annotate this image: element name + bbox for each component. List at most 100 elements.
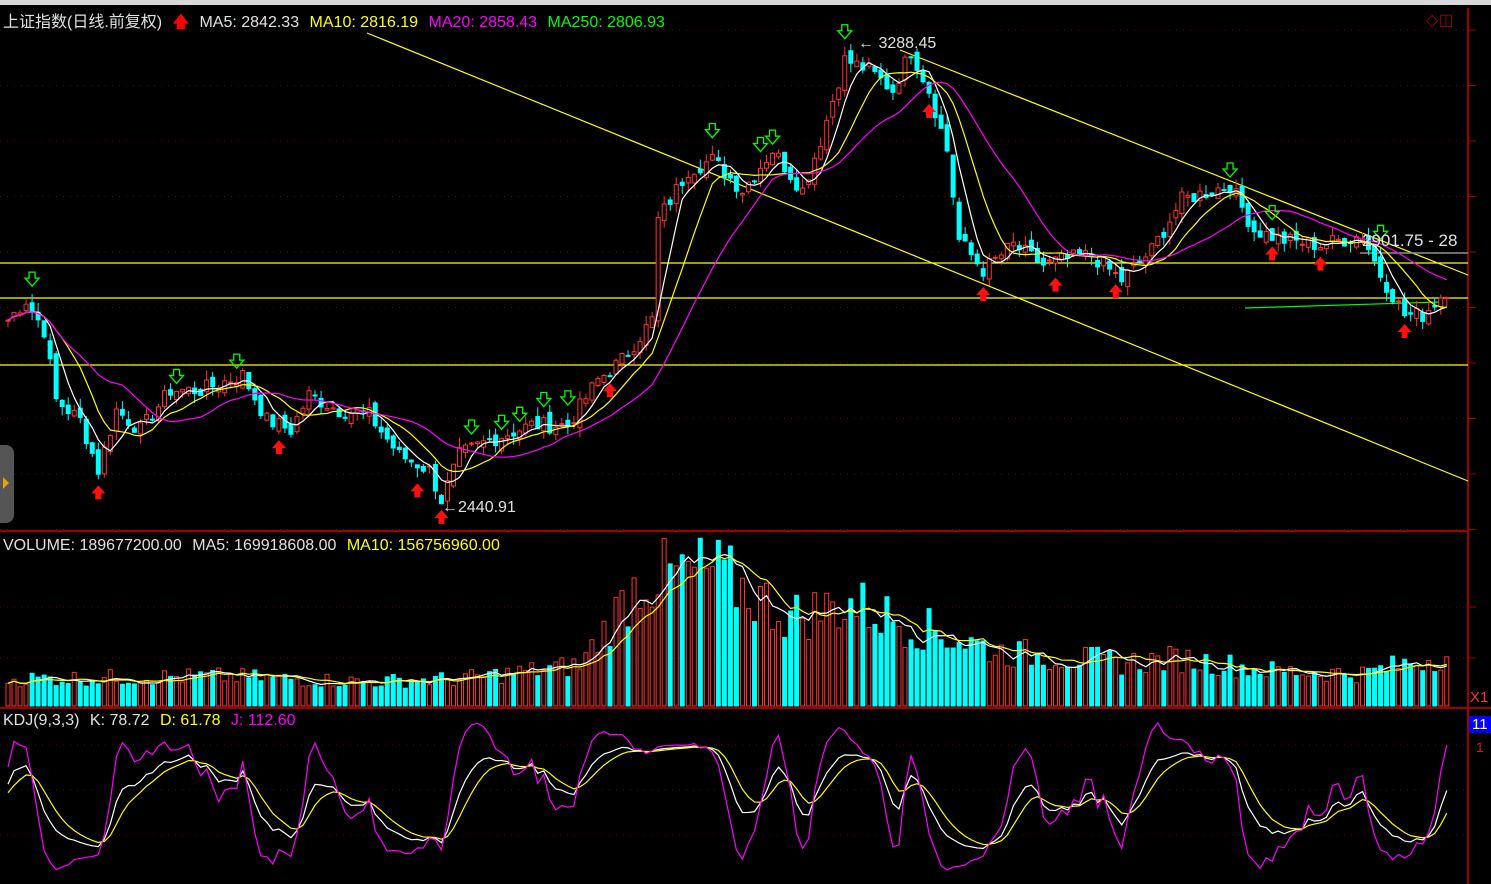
kdj-j-line [7, 721, 1448, 871]
candle-body [180, 388, 186, 393]
volume-bar [402, 687, 408, 707]
volume-bar [1414, 665, 1420, 707]
volume-bar [613, 596, 619, 707]
volume-bar [703, 567, 709, 707]
candle-body [475, 441, 481, 444]
volume-bar [1360, 666, 1365, 707]
range-label: 2901.75 - 28 [1362, 231, 1458, 250]
candle-body [336, 408, 342, 418]
volume-bar [228, 673, 234, 707]
volume-bar [980, 640, 986, 707]
volume-bar [282, 673, 288, 707]
volume-bar [679, 554, 685, 707]
candle-body [655, 216, 661, 322]
volume-bar [1065, 666, 1071, 707]
kdj-d: D: 61.78 [159, 712, 221, 729]
volume-bar [426, 684, 432, 707]
volume-bar [414, 681, 420, 707]
volume-bar [1167, 645, 1173, 707]
volume-bar [968, 637, 974, 707]
candle-body [487, 438, 493, 441]
candle-body [1444, 297, 1450, 300]
volume-bar [1251, 668, 1257, 707]
candle-body [944, 124, 950, 152]
candle-body [800, 187, 806, 195]
volume-bar [547, 665, 553, 707]
candle-body [589, 382, 595, 401]
volume-bar [998, 644, 1004, 707]
volume-bar [1432, 671, 1438, 707]
buy-arrow-icon [434, 509, 449, 524]
volume-bar [535, 675, 541, 707]
candle-body [721, 164, 727, 179]
candle-body [1161, 231, 1167, 238]
window-top-border [0, 0, 1491, 5]
volume-bar [914, 648, 920, 707]
volume-bar [523, 670, 529, 707]
volume-bar [974, 640, 980, 707]
candle-body [974, 253, 980, 265]
volume-bar [378, 685, 384, 707]
candle-body [463, 444, 469, 454]
volume-bar [457, 679, 462, 707]
candle-body [667, 199, 673, 205]
volume-bar [252, 669, 258, 707]
candle-body [1335, 239, 1341, 242]
volume-bar [1408, 664, 1414, 707]
candle-body [956, 201, 962, 240]
candle-body [107, 435, 113, 453]
volume-bar [475, 674, 481, 707]
volume-bar [487, 671, 493, 707]
buy-arrow-icon [271, 440, 286, 455]
candle-body [776, 152, 782, 158]
candle-body [89, 442, 95, 454]
volume-bar [396, 677, 402, 707]
sell-arrow-icon [511, 406, 529, 423]
diamond-icon[interactable]: ◇ [1426, 12, 1439, 29]
candle-body [505, 435, 511, 440]
candle-body [258, 394, 264, 417]
volume-bar [1402, 658, 1408, 707]
candle-body [143, 413, 149, 420]
kdj-name: KDJ(9,3,3) [3, 712, 80, 729]
candle-body [998, 254, 1004, 260]
volume-bar [83, 685, 89, 707]
volume-bar [234, 681, 240, 707]
volume-bar [932, 630, 938, 707]
volume-bar [577, 668, 583, 707]
candle-body [1263, 230, 1269, 243]
volume-bar [685, 560, 691, 707]
panel-icons[interactable]: ◇◫ [1426, 10, 1453, 30]
sidebar-toggle[interactable] [0, 445, 14, 523]
candle-body [29, 302, 35, 312]
ma10-line [7, 71, 1447, 473]
candle-body [938, 114, 944, 129]
volume-bar [77, 681, 83, 707]
volume-bar [649, 606, 655, 707]
volume-bar [113, 680, 119, 707]
volume-bar [432, 675, 438, 707]
volume-bar [186, 668, 192, 707]
volume-bar [1245, 675, 1251, 707]
candle-body [836, 87, 842, 100]
volume-bar [1149, 652, 1155, 707]
candle-body [384, 427, 390, 440]
volume-bar [619, 590, 625, 707]
candle-body [697, 168, 703, 174]
volume-bar [860, 582, 866, 707]
candle-body [420, 465, 426, 472]
volume-bar [553, 661, 559, 707]
volume-bar [715, 539, 721, 707]
volume-bar [125, 682, 131, 707]
volume-bar [53, 685, 59, 707]
candle-body [649, 316, 655, 328]
layout-icon[interactable]: ◫ [1438, 12, 1454, 29]
volume-bar [107, 669, 113, 707]
candle-body [119, 409, 125, 416]
volume-bar [168, 675, 174, 707]
candle-body [65, 404, 71, 415]
candle-body [312, 394, 318, 397]
volume-bar [450, 685, 456, 707]
candle-body [113, 408, 119, 432]
